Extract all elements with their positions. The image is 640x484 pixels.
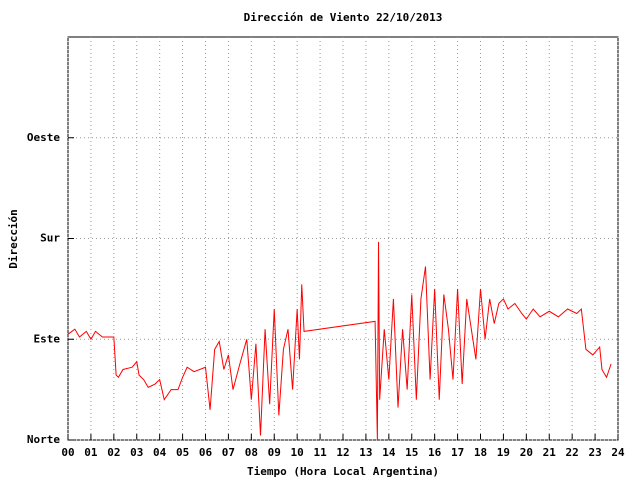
x-tick-label: 22 — [566, 446, 579, 459]
x-tick-label: 10 — [291, 446, 304, 459]
y-axis-label: Dirección — [7, 209, 20, 269]
y-tick-label: Sur — [40, 232, 60, 245]
x-tick-label: 14 — [382, 446, 396, 459]
data-line — [67, 241, 612, 441]
x-tick-label: 07 — [222, 446, 235, 459]
x-tick-label: 03 — [130, 446, 143, 459]
x-axis-label: Tiempo (Hora Local Argentina) — [247, 465, 439, 478]
x-tick-label: 00 — [61, 446, 74, 459]
x-tick-label: 16 — [428, 446, 442, 459]
chart-title: Dirección de Viento 22/10/2013 — [244, 11, 443, 24]
x-tick-label: 19 — [497, 446, 510, 459]
x-tick-label: 11 — [313, 446, 327, 459]
x-tick-label: 12 — [336, 446, 349, 459]
x-tick-label: 01 — [84, 446, 98, 459]
x-tick-label: 23 — [588, 446, 601, 459]
x-tick-label: 05 — [176, 446, 189, 459]
x-tick-label: 02 — [107, 446, 120, 459]
y-tick-label: Norte — [27, 433, 60, 446]
x-tick-label: 08 — [245, 446, 258, 459]
y-tick-label: Oeste — [27, 131, 60, 144]
x-tick-label: 24 — [611, 446, 625, 459]
x-tick-label: 04 — [153, 446, 167, 459]
x-tick-label: 13 — [359, 446, 372, 459]
x-tick-label: 18 — [474, 446, 487, 459]
x-tick-label: 21 — [543, 446, 557, 459]
x-tick-label: 20 — [520, 446, 533, 459]
x-tick-label: 06 — [199, 446, 213, 459]
x-tick-label: 15 — [405, 446, 418, 459]
x-tick-label: 17 — [451, 446, 464, 459]
y-tick-label: Este — [34, 332, 61, 345]
x-tick-label: 09 — [268, 446, 281, 459]
